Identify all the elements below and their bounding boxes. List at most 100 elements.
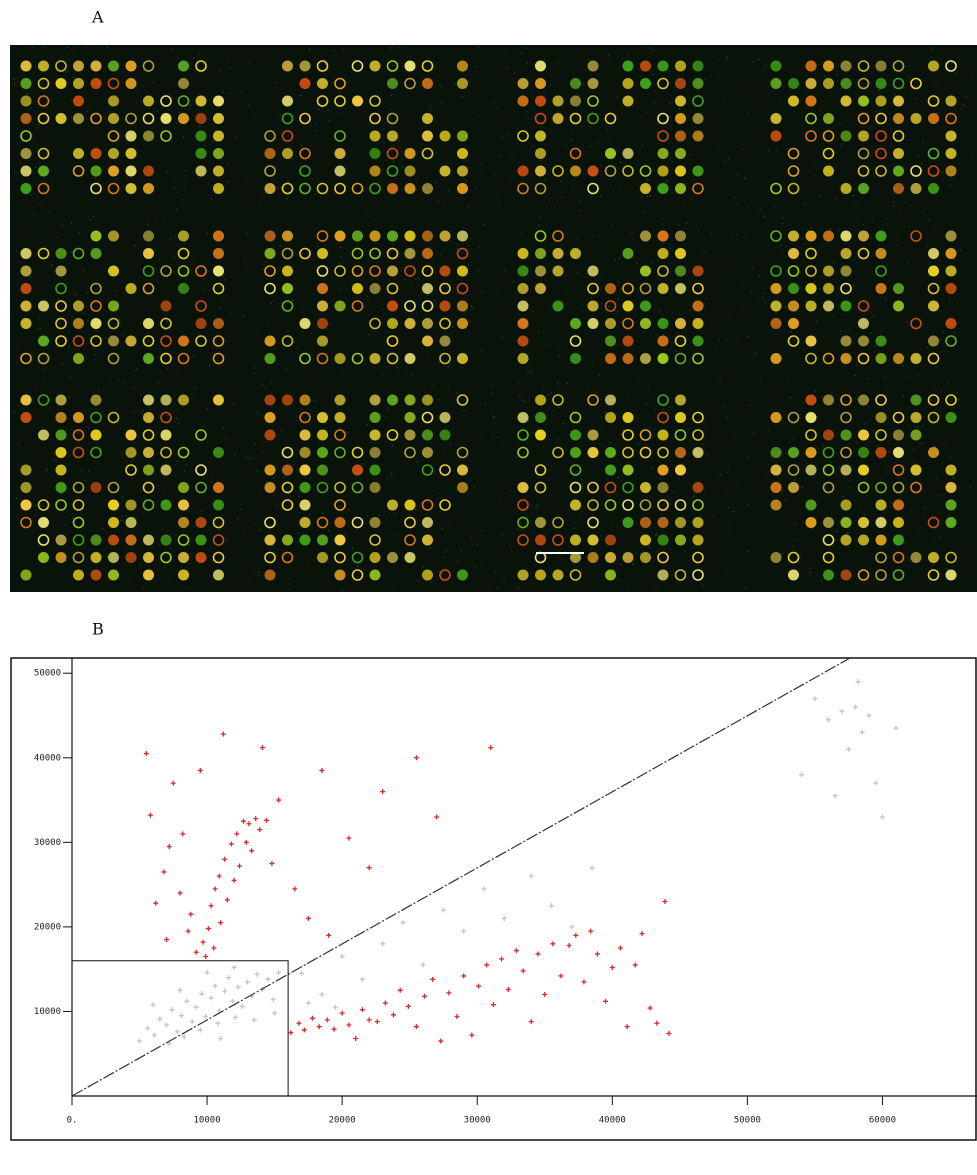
noise [630, 70, 632, 72]
spot [875, 534, 887, 546]
spot [369, 353, 381, 364]
noise [826, 542, 829, 544]
noise [475, 187, 477, 189]
noise [532, 310, 534, 313]
noise [160, 244, 162, 246]
noise [838, 229, 840, 231]
noise [557, 557, 559, 559]
noise [484, 403, 487, 406]
noise [778, 480, 780, 482]
spot [351, 446, 364, 459]
spot [316, 182, 329, 195]
spot [177, 352, 190, 365]
noise [376, 165, 378, 167]
noise [482, 224, 485, 226]
noise [73, 290, 75, 293]
noise [370, 441, 372, 443]
noise [877, 445, 879, 447]
spot [404, 446, 416, 459]
spot [439, 282, 451, 295]
noise [831, 392, 833, 394]
noise [108, 579, 110, 581]
noise [855, 442, 858, 444]
noise [480, 565, 483, 567]
point [476, 983, 482, 989]
noise [431, 383, 433, 386]
noise [88, 470, 90, 472]
spot [282, 534, 293, 546]
spot [692, 60, 704, 72]
noise [916, 299, 919, 302]
spot [55, 552, 67, 563]
noise [810, 226, 812, 229]
noise [410, 284, 412, 286]
noise [911, 508, 913, 510]
noise [352, 120, 355, 123]
point [624, 1024, 630, 1030]
point [169, 1007, 175, 1013]
spot [55, 464, 67, 476]
noise [327, 327, 329, 330]
spot [927, 516, 940, 529]
spot [457, 318, 468, 329]
noise [781, 222, 784, 225]
spot [264, 183, 276, 194]
noise [388, 117, 390, 119]
noise [338, 263, 341, 265]
spot [20, 248, 32, 259]
noise [164, 449, 166, 451]
spot [552, 569, 564, 581]
x-tick-label: 10000 [194, 1116, 221, 1126]
spot [875, 353, 887, 364]
noise [647, 386, 649, 388]
noise [291, 299, 294, 302]
noise [939, 536, 941, 538]
noise [368, 334, 370, 336]
noise [363, 190, 365, 193]
noise [893, 201, 895, 203]
noise [245, 270, 247, 272]
noise [511, 550, 513, 552]
noise [756, 302, 758, 304]
noise [193, 115, 195, 117]
spot [282, 464, 293, 476]
noise [53, 453, 55, 455]
noise [922, 212, 924, 214]
spot [822, 481, 835, 494]
noise [103, 116, 105, 118]
spot [640, 353, 651, 364]
noise [964, 95, 967, 97]
noise [777, 59, 780, 61]
spot [657, 517, 669, 528]
spot [875, 265, 887, 277]
noise [297, 542, 299, 544]
noise [177, 460, 179, 463]
noise [726, 57, 728, 60]
noise [351, 547, 354, 549]
spot [125, 552, 137, 563]
noise [885, 223, 888, 225]
noise [400, 270, 402, 272]
noise [600, 443, 603, 446]
spot [857, 569, 870, 581]
spot [892, 569, 905, 581]
noise [418, 277, 420, 279]
spot [456, 282, 469, 295]
noise [262, 445, 264, 447]
noise [912, 475, 914, 477]
noise [219, 307, 221, 309]
noise [163, 567, 166, 569]
spot [692, 499, 704, 511]
spot [805, 335, 817, 347]
spot [517, 265, 529, 277]
spot [858, 183, 869, 194]
point [296, 1020, 302, 1026]
point [319, 992, 325, 998]
spot [675, 283, 686, 294]
spot [178, 230, 189, 242]
noise [591, 236, 594, 238]
spot [692, 517, 704, 528]
noise [391, 65, 394, 67]
spot [587, 300, 599, 312]
noise [448, 388, 450, 390]
